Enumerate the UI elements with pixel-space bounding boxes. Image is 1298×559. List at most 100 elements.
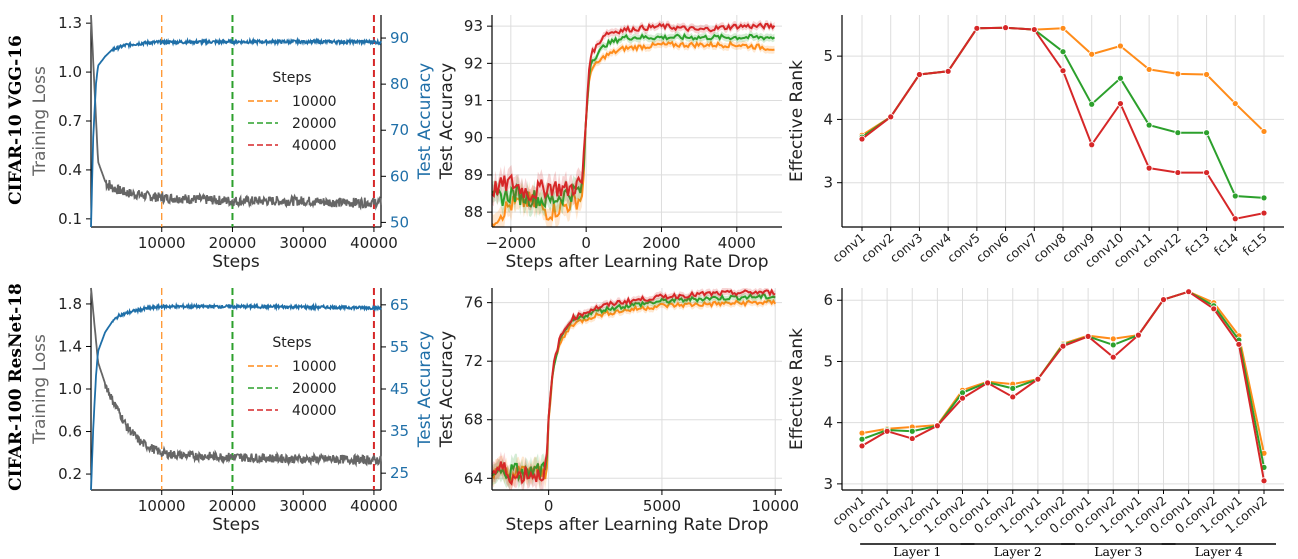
res-rank-point-40000 — [1210, 305, 1218, 313]
res-rank-point-20000 — [858, 435, 866, 443]
vgg-effective-rank-plot: 345conv1conv2conv3conv4conv5conv6conv7co… — [787, 15, 1284, 271]
vgg-rank-point-10000 — [1203, 71, 1210, 78]
res-rank-point-40000 — [1009, 393, 1017, 401]
resnet-effective-rank-plot: 3456conv10.conv10.conv21.conv11.conv20.c… — [787, 288, 1284, 559]
vgg-rank-point-40000 — [944, 67, 952, 75]
res-rank-ytick-label: 5 — [823, 352, 833, 370]
res-train-xtick-label: 30000 — [279, 497, 327, 515]
vgg-drop-ytick-label: 93 — [464, 17, 483, 35]
vgg-rank-ytick-label: 4 — [823, 110, 833, 128]
row-label-resnet: CIFAR-100 ResNet-18 — [6, 283, 26, 491]
res-train-ytick-right-label: 45 — [390, 380, 409, 398]
vgg-drop-xtick-label: 2000 — [642, 234, 680, 252]
res-rank-point-40000 — [1034, 375, 1042, 383]
res-train-ytick-left-label: 1.8 — [58, 295, 82, 313]
vgg-rank-ylabel: Effective Rank — [787, 60, 807, 182]
vgg-rank-point-10000 — [1088, 50, 1096, 58]
vgg-train-ytick-right-label: 50 — [390, 213, 409, 231]
vgg-rank-point-40000 — [1174, 169, 1182, 176]
res-rank-group-label: Layer 4 — [1195, 544, 1243, 559]
res-train-xtick-label: 20000 — [209, 497, 257, 515]
res-drop-band-20000 — [492, 290, 776, 490]
vgg-rank-point-40000 — [1231, 215, 1239, 223]
res-drop-band-40000 — [492, 288, 776, 490]
res-rank-ytick-label: 3 — [823, 475, 833, 493]
vgg-rank-point-40000 — [1088, 141, 1096, 149]
vgg-rank-point-20000 — [1231, 192, 1239, 200]
vgg-rank-point-20000 — [1088, 100, 1096, 108]
vgg-train-ytick-left-label: 0.7 — [58, 112, 82, 130]
res-train-loss-line — [90, 287, 382, 468]
res-rank-point-40000 — [1109, 353, 1117, 361]
res-rank-ytick-label: 6 — [823, 291, 833, 309]
res-rank-group-label: Layer 1 — [893, 544, 941, 559]
vgg-train-ytick-right-label: 90 — [390, 29, 409, 47]
vgg-rank-point-40000 — [1260, 209, 1268, 217]
vgg-rank-point-40000 — [1059, 67, 1067, 75]
res-rank-point-40000 — [1160, 296, 1167, 304]
vgg-rank-xtick-label: fc14 — [1211, 230, 1241, 259]
res-train-legend-label: 40000 — [292, 403, 337, 419]
vgg-rank-xtick-label: fc13 — [1182, 230, 1212, 259]
res-drop-ylabel: Test Accuracy — [437, 331, 457, 449]
res-train-xlabel: Steps — [212, 515, 260, 535]
vgg-train-ytick-right-label: 70 — [390, 121, 409, 139]
vgg-drop-ytick-label: 88 — [464, 203, 483, 221]
vgg-rank-point-10000 — [1145, 66, 1153, 73]
res-rank-point-40000 — [1134, 331, 1142, 339]
vgg-train-ytick-right-label: 80 — [390, 75, 409, 93]
vgg-drop-ytick-label: 92 — [464, 54, 483, 72]
vgg-drop-xtick-label: 0 — [581, 234, 591, 252]
res-rank-point-40000 — [984, 379, 992, 387]
res-train-ytick-right-label: 65 — [390, 296, 409, 314]
vgg-rank-point-40000 — [1002, 24, 1009, 32]
vgg-rank-point-20000 — [1174, 129, 1182, 137]
res-rank-point-20000 — [1009, 384, 1017, 392]
res-rank-point-20000 — [959, 389, 966, 397]
res-train-ytick-left-label: 0.6 — [58, 423, 82, 441]
res-train-ytick-left-label: 1.4 — [58, 337, 82, 355]
vgg-drop-ytick-label: 91 — [464, 92, 483, 110]
res-drop-line-20000 — [491, 293, 776, 484]
vgg-rank-xtick-label: fc15 — [1239, 230, 1269, 259]
vgg-drop-xtick-label: −2000 — [485, 234, 536, 252]
res-drop-ytick-label: 72 — [464, 352, 483, 370]
vgg-rank-point-40000 — [1145, 164, 1153, 172]
res-rank-ylabel: Effective Rank — [787, 328, 807, 450]
res-train-ylabel-left: Training Loss — [30, 334, 50, 445]
vgg-drop-xtick-label: 4000 — [718, 234, 756, 252]
vgg-drop-ylabel: Test Accuracy — [437, 63, 457, 181]
vgg-rank-point-40000 — [973, 24, 981, 32]
resnet-lr-drop-plot: 0 5000 10000 64 68 72 76 Steps after Learning R… — [437, 288, 799, 535]
vgg-train-xtick-label: 10000 — [138, 234, 186, 252]
res-rank-point-20000 — [1109, 341, 1117, 349]
vgg-train-legend-label: 10000 — [292, 94, 337, 110]
res-drop-xlabel: Steps after Learning Rate Drop — [505, 515, 768, 535]
res-train-xtick-label: 10000 — [138, 497, 186, 515]
vgg-rank-point-20000 — [1260, 194, 1268, 202]
vgg-rank-point-40000 — [1203, 169, 1210, 176]
vgg-training-plot: 10000 20000 30000 40000 0.1 0.4 0.7 1.0 1.3 50 60 7… — [30, 14, 435, 272]
vgg-rank-point-20000 — [1145, 121, 1153, 129]
vgg-rank-point-40000 — [887, 113, 895, 121]
res-rank-point-40000 — [908, 435, 916, 442]
res-drop-line-40000 — [491, 288, 776, 486]
res-train-ytick-left-label: 0.2 — [58, 465, 82, 483]
vgg-train-legend-label: 40000 — [292, 138, 337, 154]
vgg-rank-point-20000 — [1117, 74, 1124, 82]
vgg-train-ytick-right-label: 60 — [390, 167, 409, 185]
res-rank-point-10000 — [858, 429, 866, 437]
vgg-rank-point-40000 — [916, 71, 923, 78]
res-rank-point-40000 — [959, 394, 966, 402]
vgg-train-ytick-left-label: 0.1 — [58, 210, 82, 228]
res-rank-point-20000 — [908, 427, 916, 435]
res-drop-xtick-label: 5000 — [643, 497, 681, 515]
res-rank-point-40000 — [1084, 332, 1092, 340]
res-drop-line-10000 — [491, 299, 777, 484]
res-train-ylabel-right: Test Accuracy — [415, 331, 435, 449]
vgg-rank-point-10000 — [1059, 24, 1067, 32]
res-drop-ytick-label: 76 — [464, 294, 483, 312]
res-rank-point-40000 — [1185, 288, 1193, 296]
vgg-rank-point-10000 — [1174, 70, 1182, 78]
